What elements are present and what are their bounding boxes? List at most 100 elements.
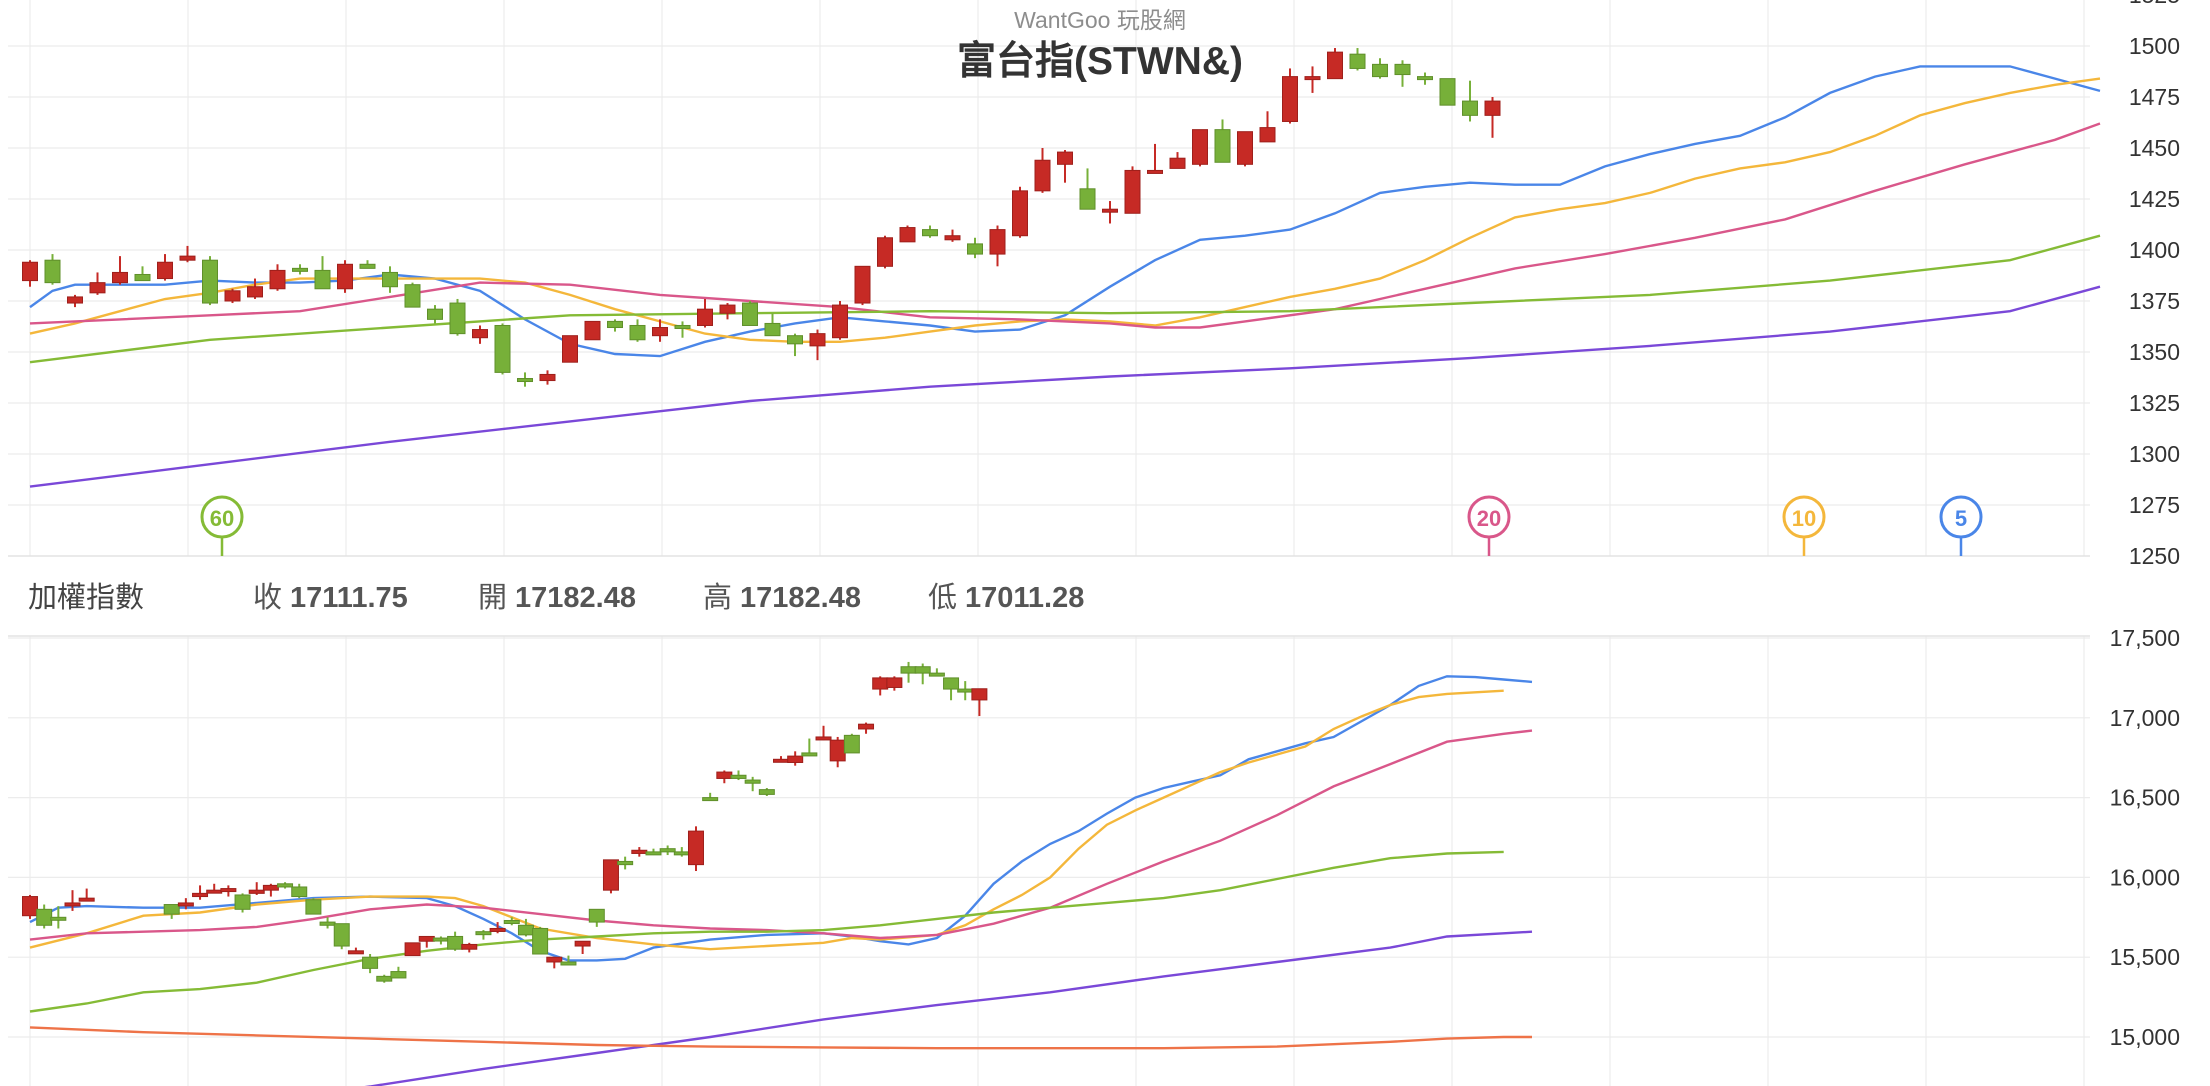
candle-body xyxy=(418,935,435,942)
candle-body xyxy=(730,774,747,779)
marker-label: 5 xyxy=(1955,506,1967,531)
candle xyxy=(314,256,331,290)
candle xyxy=(418,935,435,948)
candle xyxy=(1102,201,1118,224)
candle-body xyxy=(1169,157,1186,169)
candle xyxy=(347,947,364,955)
candle-body xyxy=(1439,78,1456,106)
candle-body xyxy=(702,797,719,802)
y-tick-label: 1500 xyxy=(2129,33,2180,59)
candle xyxy=(50,906,67,929)
candle-body xyxy=(1124,169,1141,214)
y-tick-label: 1400 xyxy=(2129,237,2180,263)
open-value: 17182.48 xyxy=(515,582,636,614)
candle-body xyxy=(829,739,846,762)
low-value: 17011.28 xyxy=(965,582,1085,614)
moving-average-lines xyxy=(29,65,2101,1086)
candle xyxy=(1282,68,1298,124)
candle xyxy=(562,335,578,363)
candle xyxy=(163,904,180,919)
candle-body xyxy=(673,851,690,856)
candle xyxy=(989,225,1006,267)
candle xyxy=(659,845,676,856)
candle xyxy=(560,955,577,966)
candle-body xyxy=(652,327,668,337)
candle-body xyxy=(1304,76,1321,81)
ma-line-ma240 xyxy=(29,1026,1532,1050)
candle xyxy=(472,325,488,344)
candle xyxy=(1349,48,1366,71)
ma-marker-10: 10 xyxy=(1782,495,1826,556)
candle xyxy=(687,826,704,872)
candle xyxy=(1394,60,1411,87)
candle-body xyxy=(494,324,511,373)
candle-body xyxy=(333,923,350,947)
candle xyxy=(319,917,336,929)
candle-body xyxy=(560,961,577,966)
candle-body xyxy=(928,672,945,677)
candle-body xyxy=(1079,188,1096,210)
candle-body xyxy=(78,897,95,902)
candle xyxy=(269,264,286,291)
candle-body xyxy=(517,378,533,383)
candle-body xyxy=(404,942,421,957)
ma-line-ma5 xyxy=(29,675,1533,962)
candle-body xyxy=(234,894,251,910)
candle-body xyxy=(719,304,736,314)
y-tick-label: 17,000 xyxy=(2110,705,2180,731)
y-tick-label: 1525 xyxy=(2129,0,2180,8)
candle xyxy=(843,733,860,754)
candle-body xyxy=(1349,53,1366,69)
candle-body xyxy=(291,886,308,898)
candle-body xyxy=(900,666,917,674)
candle xyxy=(291,883,308,899)
candle xyxy=(872,676,889,696)
y-tick-label: 15,000 xyxy=(2110,1024,2180,1050)
candle-body xyxy=(1012,190,1028,237)
candle-body xyxy=(1282,76,1298,122)
candle-body xyxy=(687,830,704,866)
candle xyxy=(1462,80,1478,122)
candle xyxy=(574,940,591,955)
candle xyxy=(652,319,668,342)
candle-body xyxy=(971,688,988,701)
candle xyxy=(64,890,81,911)
candle xyxy=(1484,97,1501,138)
candle xyxy=(36,904,53,929)
candle xyxy=(815,725,832,741)
candle xyxy=(957,681,974,701)
marker-circle xyxy=(1467,495,1511,539)
candle-body xyxy=(659,848,676,853)
info-bar: 加權指數 收 17111.75 開 17182.48 高 17182.48 低 1701… xyxy=(28,573,1153,617)
candle xyxy=(1012,186,1028,238)
candle-body xyxy=(617,860,634,866)
y-tick-label: 16,000 xyxy=(2110,864,2180,890)
candle-body xyxy=(809,333,826,347)
marker-circle xyxy=(1782,495,1826,539)
candle-body xyxy=(305,899,322,915)
candle xyxy=(67,294,83,308)
candle-body xyxy=(562,335,578,363)
candle-body xyxy=(1259,127,1276,143)
candle xyxy=(1079,168,1096,210)
open-label: 開 xyxy=(478,582,508,614)
candle-body xyxy=(475,931,492,936)
candle xyxy=(858,722,875,734)
candle xyxy=(900,661,917,683)
candle xyxy=(1327,48,1343,80)
candle xyxy=(376,974,393,983)
candle-body xyxy=(742,302,758,326)
candle xyxy=(1147,143,1163,174)
candle xyxy=(292,264,308,275)
ma-line-ma60 xyxy=(29,850,1504,1013)
candle-body xyxy=(539,373,556,382)
candle xyxy=(1372,58,1388,79)
candle-body xyxy=(337,263,353,290)
candles xyxy=(22,48,1501,983)
candle xyxy=(449,298,466,336)
candle xyxy=(489,922,506,934)
candle-body xyxy=(758,789,775,795)
candle-body xyxy=(744,779,761,784)
y-tick-label: 1250 xyxy=(2129,543,2180,569)
candle xyxy=(382,266,398,293)
